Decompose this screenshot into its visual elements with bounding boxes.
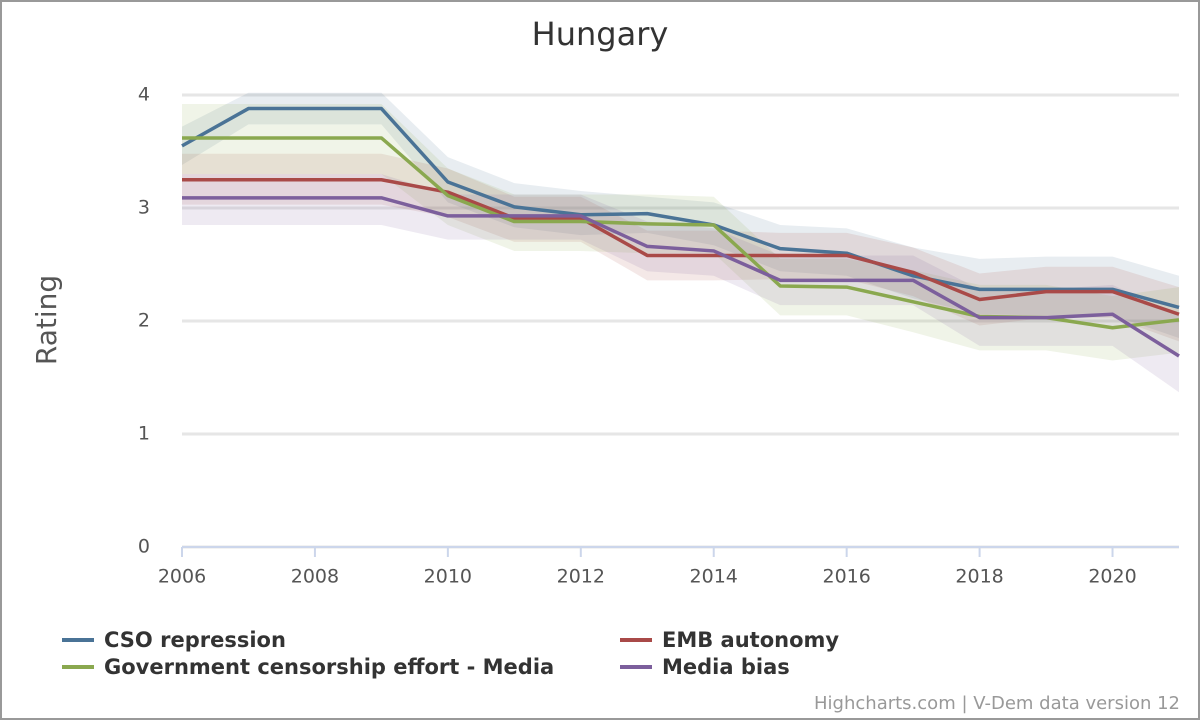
- legend-label: Government censorship effort - Media: [104, 655, 554, 679]
- credits: Highcharts.com | V-Dem data version 12: [814, 693, 1180, 714]
- x-tick-label: 2006: [158, 566, 206, 588]
- x-tick-label: 2010: [424, 566, 472, 588]
- x-tick-label: 2008: [291, 566, 339, 588]
- legend-label: Media bias: [662, 655, 790, 679]
- x-tick-label: 2020: [1088, 566, 1136, 588]
- series-line: [182, 178, 1180, 316]
- legend-label: EMB autonomy: [662, 628, 839, 652]
- confidence-band: [182, 104, 1179, 361]
- y-tick-label: 4: [138, 84, 150, 106]
- x-tick-label: 2018: [955, 566, 1003, 588]
- series-line: [182, 196, 1180, 358]
- y-tick-label: 3: [138, 197, 150, 219]
- series-line: [181, 106, 1180, 310]
- y-tick-label: 1: [138, 423, 150, 445]
- x-tick-label: 2016: [822, 566, 870, 588]
- chart-title: Hungary: [532, 15, 669, 53]
- y-axis-title: Rating: [30, 275, 63, 365]
- legend-label: CSO repression: [104, 628, 286, 652]
- confidence-band: [182, 92, 1179, 338]
- lines: [181, 106, 1180, 358]
- y-tick-label: 0: [138, 536, 150, 558]
- x-tick-label: 2012: [557, 566, 605, 588]
- confidence-band: [182, 174, 1179, 393]
- x-tick-label: 2014: [690, 566, 738, 588]
- y-tick-label: 2: [138, 310, 150, 332]
